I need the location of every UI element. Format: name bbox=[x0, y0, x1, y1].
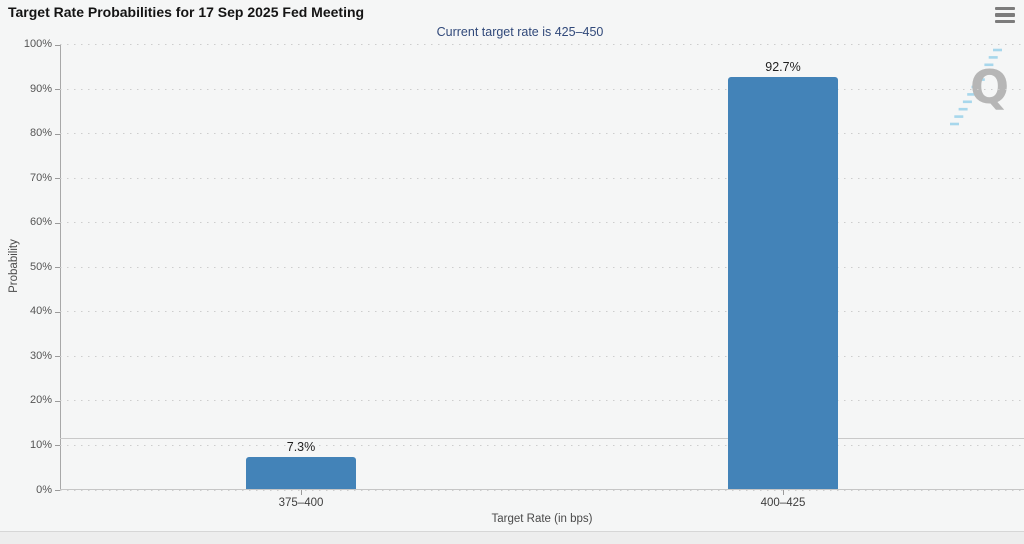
hamburger-menu-icon bbox=[995, 13, 1015, 17]
y-tick-label: 90% bbox=[29, 82, 52, 95]
category-label: 400–425 bbox=[760, 497, 806, 509]
quikstrike-q-logo: Q bbox=[950, 48, 1009, 126]
y-axis-tick-60 bbox=[55, 222, 60, 224]
logo-diagonal-dashes bbox=[950, 48, 1002, 126]
reference-line bbox=[60, 437, 1024, 439]
y-tick-label: 20% bbox=[29, 394, 52, 407]
gridline-30 bbox=[60, 355, 1024, 357]
gridline-60 bbox=[60, 222, 1024, 224]
y-tick-label: 40% bbox=[29, 305, 52, 318]
x-axis-tick bbox=[301, 490, 302, 495]
bar-value-label: 7.3% bbox=[286, 440, 316, 455]
y-tick-label: 30% bbox=[29, 349, 52, 362]
y-axis-tick-10 bbox=[55, 445, 60, 447]
chart-context-menu-button[interactable] bbox=[995, 7, 1015, 23]
footer-band bbox=[0, 531, 1024, 544]
y-tick-label: 80% bbox=[29, 127, 52, 140]
chart-title: Target Rate Probabilities for 17 Sep 202… bbox=[8, 4, 365, 20]
probability-bar-400–425[interactable] bbox=[728, 77, 838, 490]
y-axis-tick-20 bbox=[55, 400, 60, 402]
chart-subtitle: Current target rate is 425–450 bbox=[436, 25, 604, 39]
gridline-50 bbox=[60, 266, 1024, 268]
x-axis-title: Target Rate (in bps) bbox=[491, 513, 593, 525]
y-tick-label: 10% bbox=[29, 438, 52, 451]
gridline-20 bbox=[60, 400, 1024, 402]
hamburger-menu-icon bbox=[995, 19, 1015, 23]
logo-q-letter: Q bbox=[970, 60, 1009, 114]
y-axis-tick-90 bbox=[55, 89, 60, 91]
y-axis-tick-80 bbox=[55, 133, 60, 135]
y-axis-tick-30 bbox=[55, 356, 60, 358]
x-axis-tick bbox=[783, 490, 784, 495]
y-tick-label: 0% bbox=[36, 483, 52, 496]
gridline-100 bbox=[60, 44, 1024, 45]
gridline-0 bbox=[60, 489, 1024, 491]
y-axis-tick-100 bbox=[55, 44, 60, 46]
y-tick-label: 100% bbox=[23, 38, 52, 50]
y-axis-tick-50 bbox=[55, 267, 60, 269]
gridline-40 bbox=[60, 311, 1024, 313]
y-tick-label: 70% bbox=[29, 171, 52, 184]
probability-bar-375–400[interactable] bbox=[246, 457, 356, 490]
y-tick-label: 60% bbox=[29, 216, 52, 229]
y-axis-tick-40 bbox=[55, 311, 60, 313]
category-label: 375–400 bbox=[278, 497, 324, 509]
hamburger-menu-icon bbox=[995, 7, 1015, 11]
gridline-70 bbox=[60, 177, 1024, 179]
y-axis-tick-70 bbox=[55, 178, 60, 180]
gridline-90 bbox=[60, 88, 1024, 90]
gridline-10 bbox=[60, 444, 1024, 446]
y-axis-tick-0 bbox=[55, 490, 60, 491]
bar-value-label: 92.7% bbox=[765, 60, 801, 75]
gridline-80 bbox=[60, 133, 1024, 135]
x-axis-line bbox=[60, 489, 1024, 490]
y-tick-label: 50% bbox=[29, 260, 52, 273]
